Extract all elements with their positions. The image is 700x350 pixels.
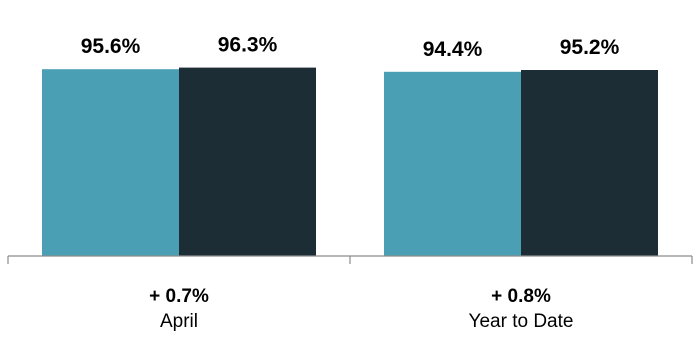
bars-layer <box>42 67 658 256</box>
bar-year-to-date-series-1 <box>384 71 521 256</box>
value-label-year-to-date-series-1: 94.4% <box>423 38 483 61</box>
bar-april-series-1 <box>42 69 179 256</box>
value-labels-layer: 95.6% 96.3% 94.4% 95.2% <box>81 34 620 61</box>
value-label-april-series-2: 96.3% <box>218 34 278 57</box>
x-axis <box>7 255 693 264</box>
category-delta-label-april: + 0.7% <box>149 286 209 307</box>
bar-year-to-date-series-2 <box>521 70 658 256</box>
bar-april-series-2 <box>179 67 316 256</box>
value-label-april-series-1: 95.6% <box>81 35 141 58</box>
category-label-year-to-date: Year to Date <box>469 311 574 332</box>
value-label-year-to-date-series-2: 95.2% <box>560 36 620 59</box>
category-delta-label-year-to-date: + 0.8% <box>491 286 551 307</box>
category-label-april: April <box>160 311 198 332</box>
category-labels-layer: + 0.7% April + 0.8% Year to Date <box>149 286 573 332</box>
